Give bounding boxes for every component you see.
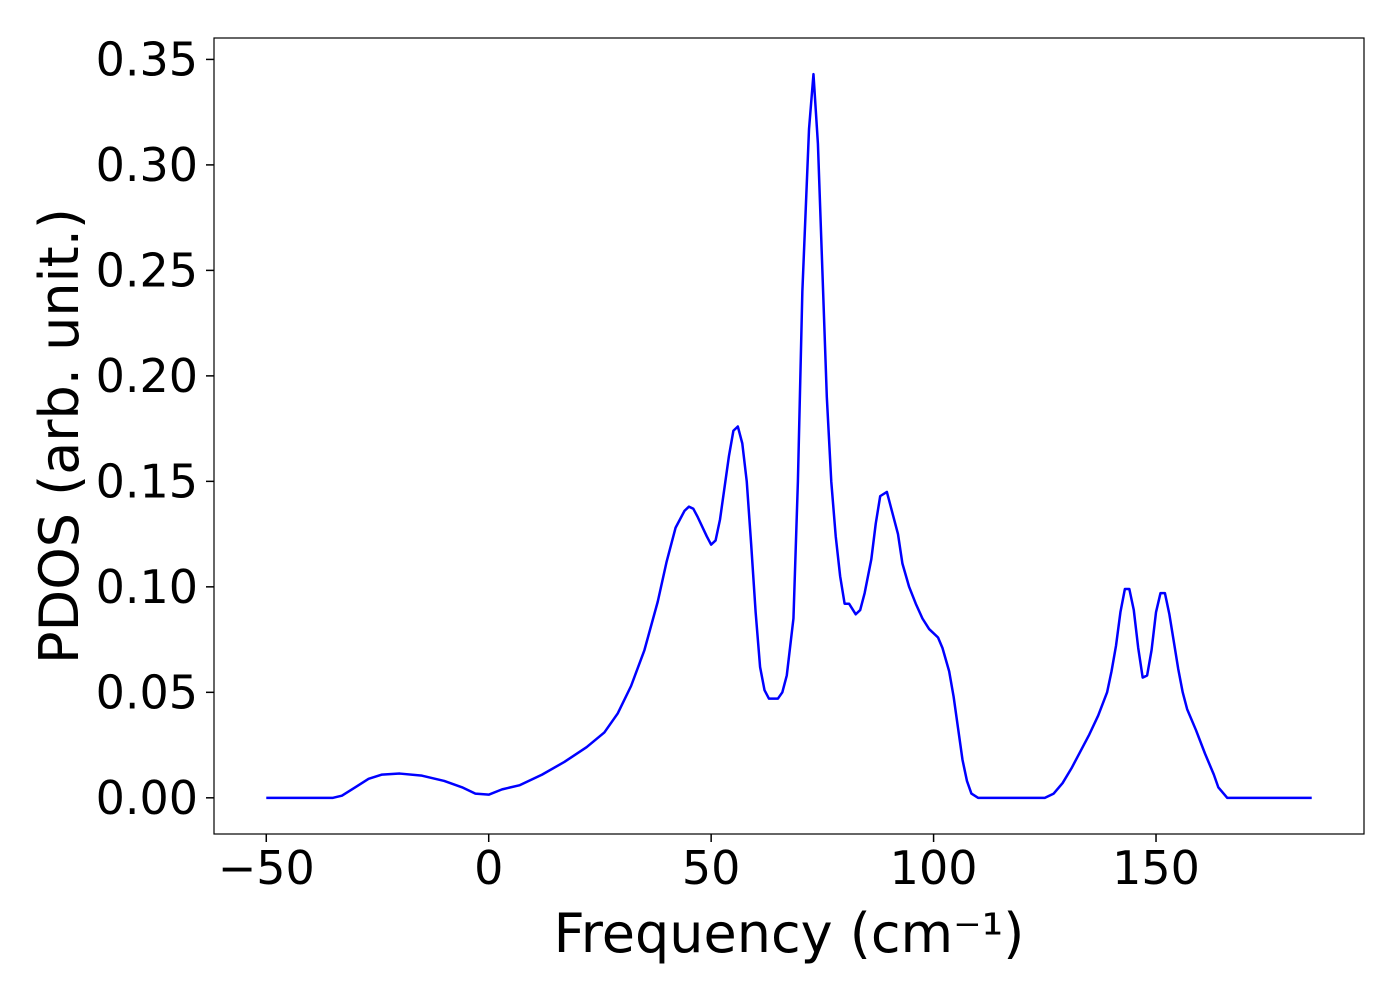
- y-tick-label: 0.05: [96, 665, 198, 719]
- x-tick-label: 100: [890, 841, 978, 895]
- x-axis-label: Frequency (cm⁻¹): [554, 902, 1025, 965]
- x-tick-label: 150: [1112, 841, 1200, 895]
- line-series: [266, 72, 1312, 800]
- y-tick-label: 0.10: [96, 560, 198, 614]
- x-tick-label: 50: [682, 841, 741, 895]
- y-tick-label: 0.15: [96, 454, 198, 508]
- y-tick-label: 0.35: [96, 32, 198, 86]
- y-tick-label: 0.25: [96, 243, 198, 297]
- x-tick-label: 0: [474, 841, 503, 895]
- x-tick-label: −50: [218, 841, 315, 895]
- plot-frame: [213, 37, 1365, 835]
- y-tick-label: 0.30: [96, 138, 198, 192]
- y-tick-label: 0.00: [96, 771, 198, 825]
- y-axis-label: PDOS (arb. unit.): [28, 208, 91, 664]
- y-tick-label: 0.20: [96, 349, 198, 403]
